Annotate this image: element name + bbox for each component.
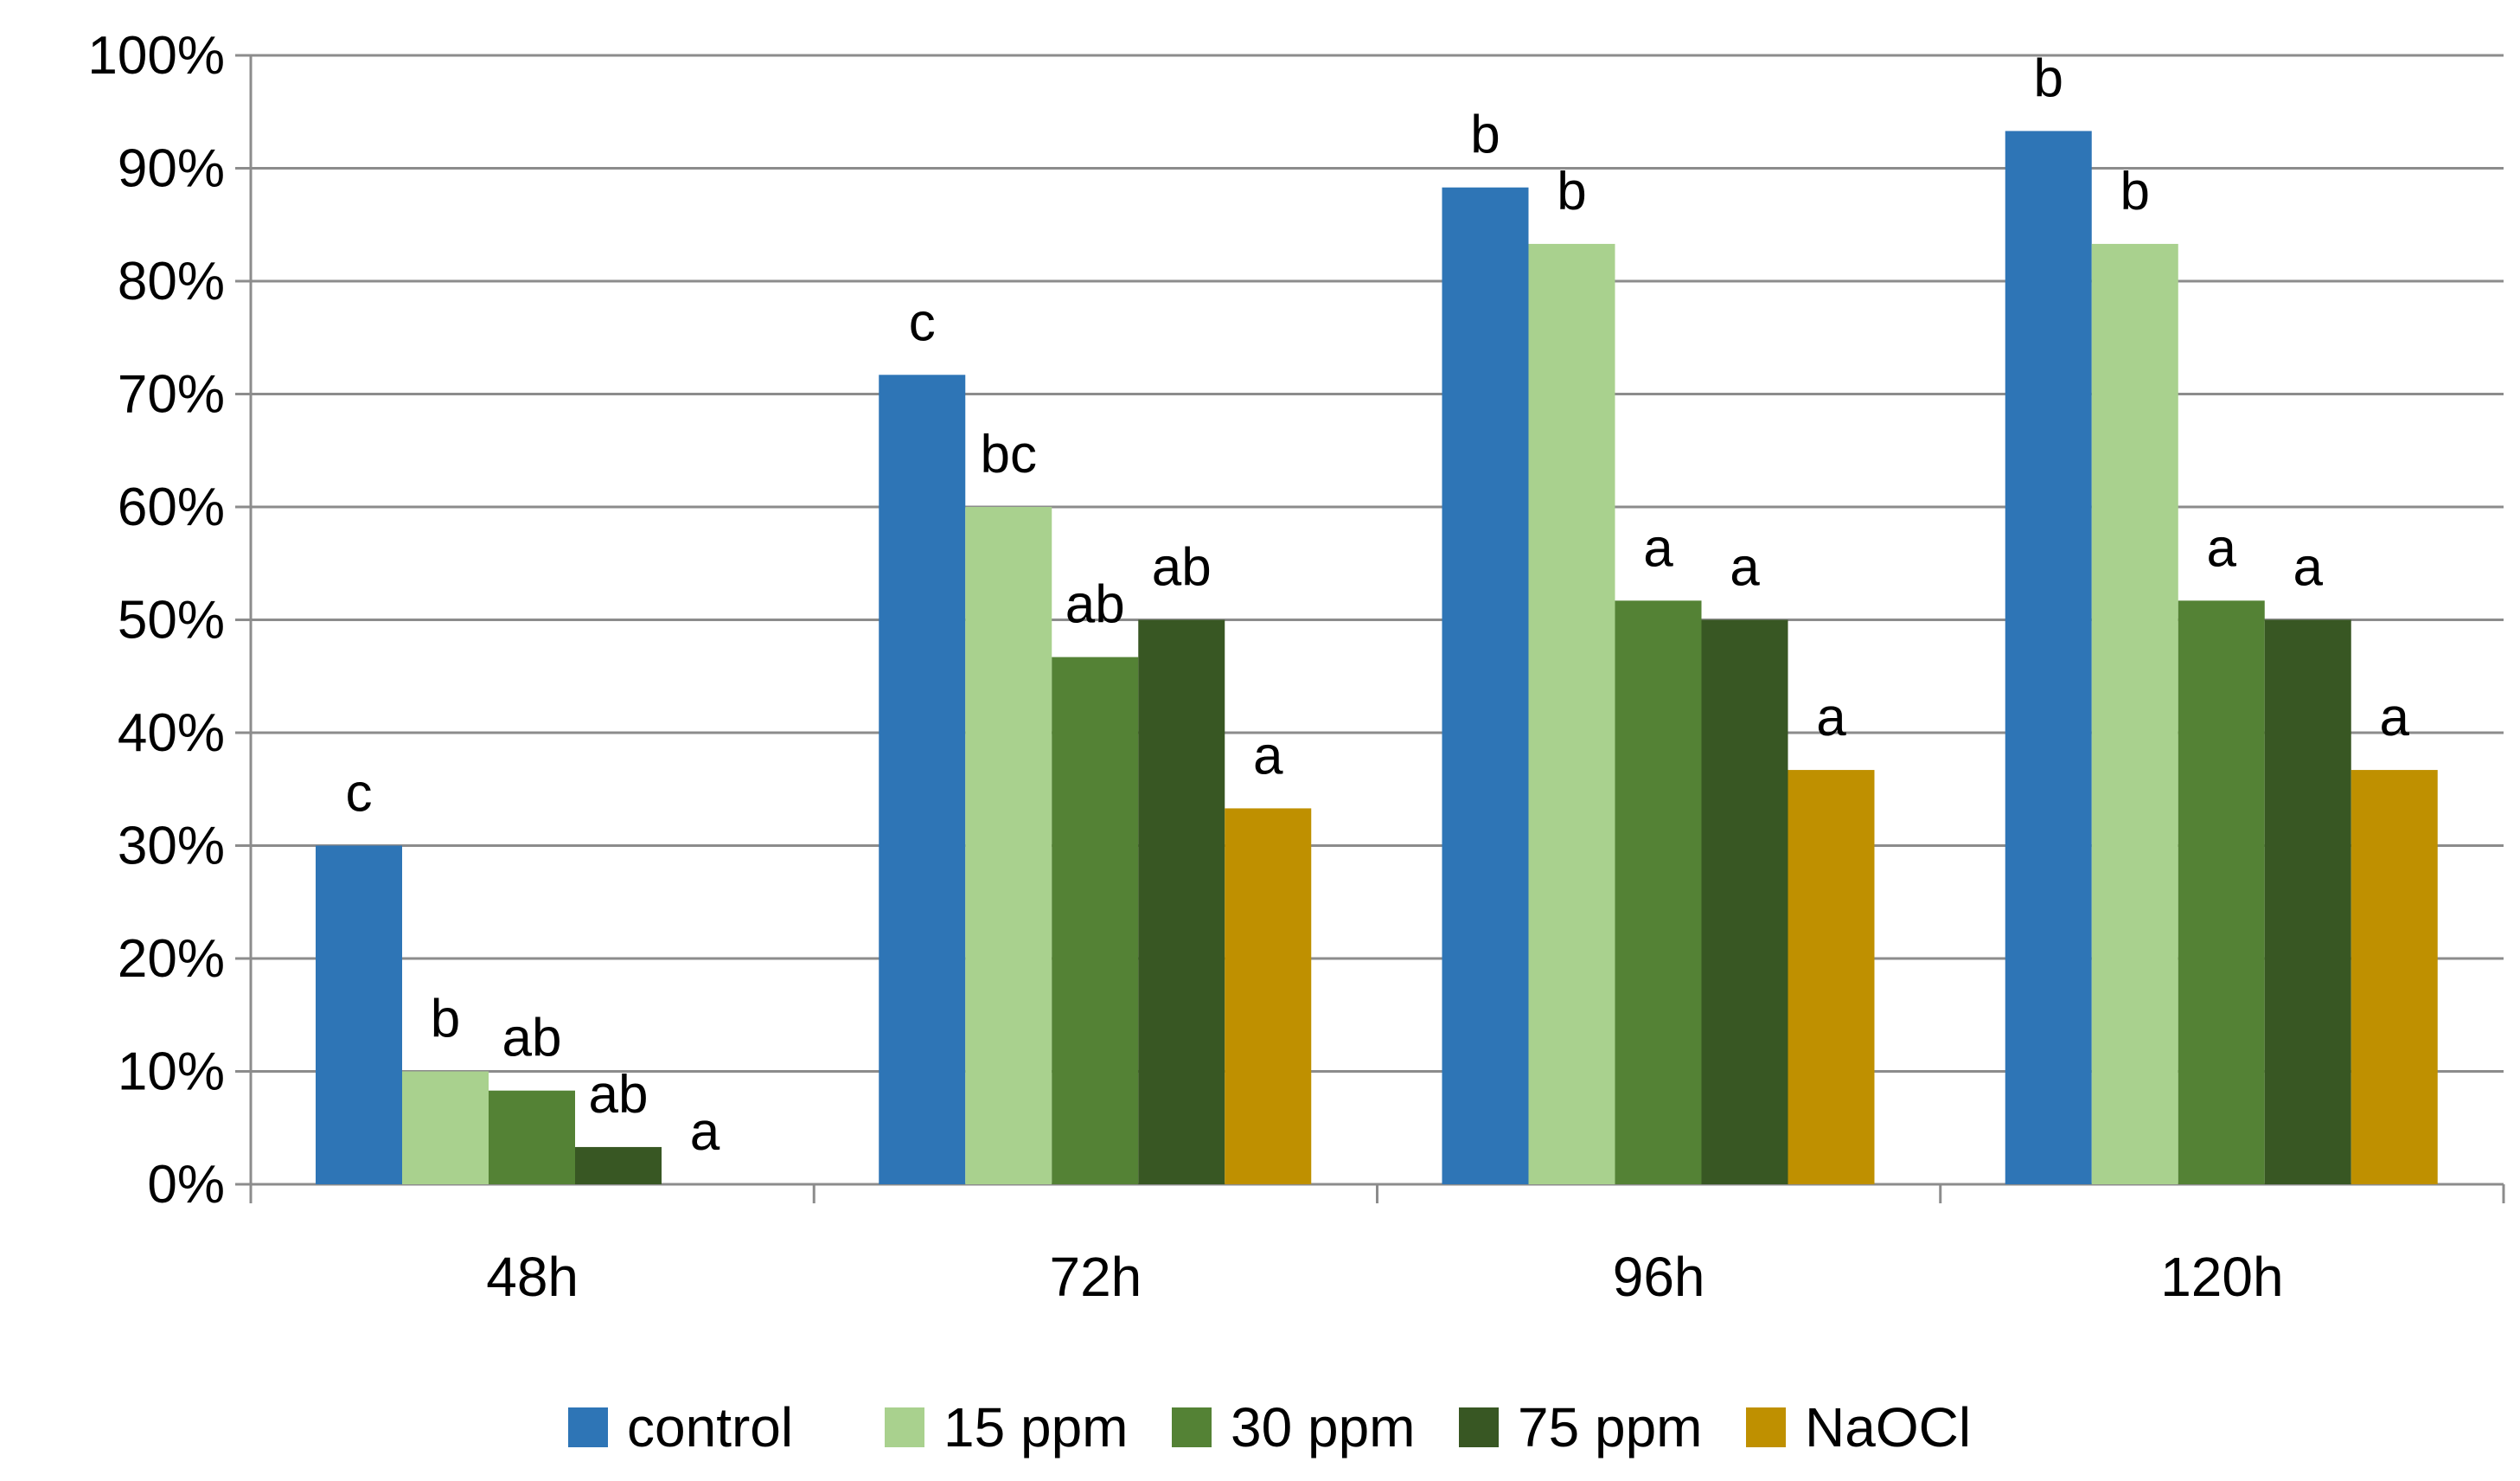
significance-label: ab xyxy=(589,1065,649,1125)
y-tick-label: 100% xyxy=(87,26,225,86)
legend: control 15 ppm 30 ppm 75 ppm NaOCl xyxy=(568,1396,1971,1459)
bar xyxy=(575,1146,662,1184)
bar xyxy=(2091,243,2178,1184)
legend-swatch xyxy=(885,1407,924,1447)
y-tick-label: 80% xyxy=(118,252,225,311)
bar xyxy=(489,1090,575,1184)
x-tick-label: 96h xyxy=(1613,1246,1705,1308)
legend-label: 75 ppm xyxy=(1518,1396,1702,1459)
bar xyxy=(2178,600,2265,1184)
significance-label: c xyxy=(909,292,936,352)
bar xyxy=(1528,243,1615,1184)
significance-label: c xyxy=(346,764,373,824)
y-tick-label: 10% xyxy=(118,1042,225,1102)
axes: 0% 10% 20% 30% 40% 50% 60% 70% 80% 90% 100% 48h 72h 9… xyxy=(87,26,2505,1308)
legend-swatch xyxy=(1172,1407,1212,1447)
bars xyxy=(316,131,2438,1184)
significance-label: b xyxy=(2120,162,2150,221)
significance-label: ab xyxy=(502,1009,562,1068)
significance-label: ab xyxy=(1065,575,1125,635)
bar xyxy=(1615,600,1702,1184)
y-tick-label: 60% xyxy=(118,478,225,537)
y-tick-label: 70% xyxy=(118,365,225,425)
bar xyxy=(1442,187,1529,1184)
significance-label: b xyxy=(1557,162,1586,221)
significance-label: a xyxy=(1253,726,1283,785)
bar xyxy=(965,507,1052,1184)
legend-swatch xyxy=(1746,1407,1786,1447)
bar xyxy=(2351,770,2438,1184)
x-tick-label: 120h xyxy=(2160,1246,2283,1308)
bar xyxy=(879,375,966,1184)
bar xyxy=(1225,808,1312,1184)
significance-label: a xyxy=(2207,518,2237,578)
significance-label: a xyxy=(1816,688,1846,747)
significance-label: a xyxy=(2293,538,2324,598)
y-tick-label: 30% xyxy=(118,817,225,876)
gridlines xyxy=(251,54,2504,1073)
legend-label: 30 ppm xyxy=(1231,1396,1415,1459)
significance-label: bc xyxy=(981,425,1037,484)
significance-label: a xyxy=(1643,518,1673,578)
y-tick-label: 50% xyxy=(118,591,225,651)
legend-label: control xyxy=(627,1396,793,1459)
significance-label: a xyxy=(1730,538,1760,598)
y-tick-label: 0% xyxy=(147,1155,225,1215)
bar xyxy=(402,1071,489,1184)
significance-label: a xyxy=(690,1102,720,1162)
bar xyxy=(1701,619,1788,1184)
significance-label: ab xyxy=(1152,538,1212,598)
y-tick-label: 40% xyxy=(118,703,225,763)
x-tick-label: 48h xyxy=(486,1246,579,1308)
bar xyxy=(1788,770,1875,1184)
significance-label: b xyxy=(2034,48,2063,108)
bar xyxy=(1052,657,1139,1184)
legend-swatch xyxy=(568,1407,608,1447)
bar xyxy=(316,845,402,1184)
bar xyxy=(1138,619,1225,1184)
significance-label: b xyxy=(1470,106,1500,165)
legend-label: 15 ppm xyxy=(943,1396,1128,1459)
legend-swatch xyxy=(1459,1407,1499,1447)
x-tick-label: 72h xyxy=(1049,1246,1142,1308)
y-tick-label: 90% xyxy=(118,139,225,199)
legend-label: NaOCl xyxy=(1805,1396,1971,1459)
significance-label: a xyxy=(2380,688,2410,747)
significance-label: b xyxy=(431,990,460,1049)
bar xyxy=(2264,619,2351,1184)
y-tick-label: 20% xyxy=(118,929,225,989)
bar xyxy=(2005,131,2092,1184)
